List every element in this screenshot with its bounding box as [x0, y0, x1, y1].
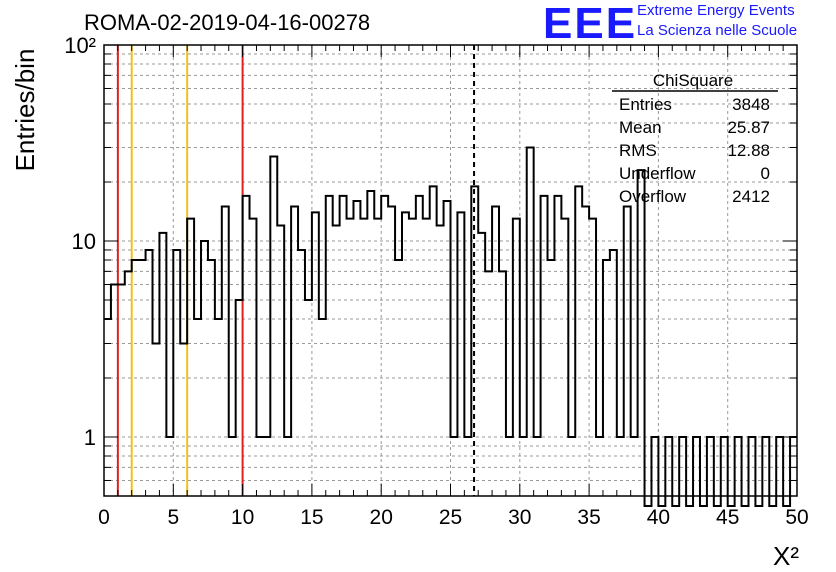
- histogram-bin: [201, 241, 208, 496]
- histogram-bin: [111, 284, 118, 496]
- x-tick-label: 15: [300, 506, 323, 529]
- stats-label-overflow: Overflow: [619, 187, 687, 206]
- histogram-bin: [298, 250, 305, 496]
- histogram-bin: [104, 319, 111, 496]
- histogram-bin: [478, 233, 485, 496]
- histogram-bin: [146, 250, 153, 496]
- histogram-bin: [319, 319, 326, 496]
- histogram-bin: [527, 147, 534, 496]
- histogram-bin: [638, 170, 645, 496]
- stats-value-mean: 25.87: [727, 118, 770, 137]
- histogram-bin: [402, 212, 409, 496]
- histogram-bin: [236, 300, 243, 496]
- histogram-bin: [215, 319, 222, 496]
- histogram-bin: [457, 212, 464, 496]
- x-tick-label: 35: [577, 506, 600, 529]
- histogram-bin: [312, 212, 319, 496]
- histogram-bin: [159, 233, 166, 496]
- histogram-bin: [333, 225, 340, 496]
- x-tick-label: 25: [439, 506, 462, 529]
- histogram-bin: [430, 186, 437, 496]
- histogram-bin: [153, 343, 160, 496]
- histogram-bin: [180, 343, 187, 496]
- histogram-outline: [104, 146, 797, 507]
- stats-label-underflow: Underflow: [619, 164, 696, 183]
- x-tick-label: 50: [785, 506, 808, 529]
- histogram-bin: [277, 225, 284, 496]
- x-tick-label: 45: [716, 506, 739, 529]
- histogram-bin: [437, 225, 444, 496]
- y-tick-label: 1: [84, 425, 96, 450]
- y-axis-label: Entries/bin: [10, 49, 40, 172]
- histogram-bin: [499, 271, 506, 496]
- logo-line-2: La Scienza nelle Scuole: [637, 22, 798, 39]
- x-tick-label: 10: [231, 506, 254, 529]
- histogram-bin: [353, 201, 360, 496]
- run-title: ROMA-02-2019-04-16-00278: [84, 10, 371, 35]
- x-tick-label: 5: [167, 506, 179, 529]
- histogram-bin: [270, 156, 277, 496]
- histogram-bars: [104, 146, 797, 507]
- stats-label-rms: RMS: [619, 141, 657, 160]
- histogram-bin: [471, 186, 478, 496]
- x-tick-label: 40: [647, 506, 670, 529]
- histogram-bin: [173, 250, 180, 496]
- x-tick-label: 30: [508, 506, 531, 529]
- histogram-bin: [444, 201, 451, 496]
- histogram-bin: [575, 186, 582, 496]
- y-tick-label: 10: [72, 229, 96, 254]
- histogram-bin: [610, 250, 617, 496]
- x-axis-label: X²: [773, 541, 799, 571]
- histogram-bin: [485, 271, 492, 496]
- logo-line-1: Extreme Energy Events: [637, 2, 795, 19]
- stats-label-mean: Mean: [619, 118, 662, 137]
- histogram-bin: [194, 319, 201, 496]
- y-tick-label: 10²: [64, 33, 96, 58]
- x-tick-label: 0: [98, 506, 110, 529]
- stats-box: ChiSquare Entries 3848 Mean 25.87 RMS 12.88 Un…: [612, 71, 778, 206]
- axes: 0 5 10 15 20 25 30 35 40 45 50 1 10 10²: [64, 33, 808, 529]
- stats-title: ChiSquare: [653, 71, 733, 90]
- stats-value-entries: 3848: [732, 95, 770, 114]
- stats-label-entries: Entries: [619, 95, 672, 114]
- reference-lines: [116, 45, 476, 496]
- histogram-bin: [305, 300, 312, 496]
- x-tick-label: 20: [370, 506, 393, 529]
- histogram-bin: [118, 284, 125, 496]
- stats-value-overflow: 2412: [732, 187, 770, 206]
- stats-value-rms: 12.88: [727, 141, 770, 160]
- eee-logo: EEE: [543, 0, 638, 48]
- stats-value-underflow: 0: [761, 164, 770, 183]
- histogram-bin: [125, 271, 132, 496]
